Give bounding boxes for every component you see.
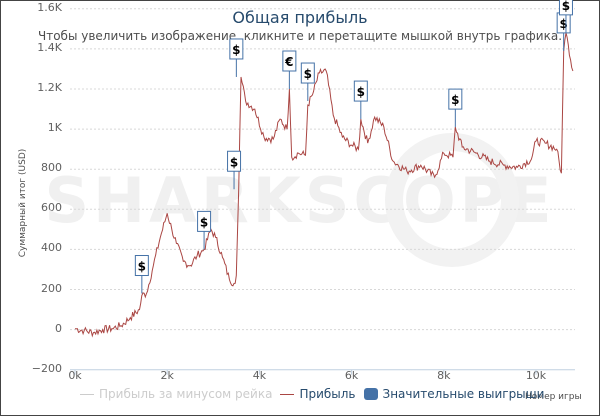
currency-icon: € — [284, 55, 293, 69]
legend: Прибыль за минусом рейка Прибыль Значите… — [80, 387, 552, 401]
legend-line-swatch — [280, 393, 295, 395]
currency-icon: $ — [451, 93, 459, 107]
x-tick-label: 0k — [68, 369, 82, 382]
legend-item-profit[interactable]: Прибыль — [280, 387, 356, 401]
big-win-flag[interactable]: $ — [229, 38, 244, 77]
big-win-flag[interactable]: $ — [353, 80, 368, 120]
legend-item-net-profit[interactable]: Прибыль за минусом рейка — [80, 387, 272, 401]
y-tick-label: 200 — [41, 281, 62, 295]
y-tick-label: 1K — [47, 121, 62, 135]
currency-icon: $ — [304, 67, 312, 81]
x-tick-label: 8k — [437, 369, 451, 382]
currency-icon: $ — [200, 215, 208, 229]
y-tick-label: 0 — [55, 321, 62, 335]
y-tick-label: 600 — [41, 201, 62, 215]
big-win-flag[interactable]: € — [282, 50, 297, 89]
y-tick-label: 1.6K — [37, 0, 62, 14]
y-tick-label: −200 — [31, 361, 62, 375]
y-tick-label: 800 — [41, 161, 62, 175]
x-tick-label: 10k — [525, 369, 547, 382]
legend-item-big-wins[interactable]: Значительные выигрыши — [363, 387, 545, 401]
legend-label: Прибыль — [299, 387, 356, 401]
currency-icon: $ — [562, 0, 570, 13]
x-tick-label: 6k — [344, 369, 359, 382]
profit-series-line[interactable] — [74, 32, 574, 338]
currency-icon: $ — [357, 85, 365, 99]
legend-line-swatch — [80, 393, 94, 395]
x-tick-label: 4k — [252, 369, 267, 382]
big-win-flag[interactable]: $ — [300, 62, 315, 102]
big-win-flag[interactable]: $ — [227, 150, 242, 190]
x-tick-label: 2k — [160, 369, 174, 382]
watermark-scope-icon — [385, 133, 519, 267]
legend-box-swatch — [363, 388, 378, 400]
big-win-flag[interactable]: $ — [134, 255, 149, 294]
y-tick-label: 400 — [41, 241, 62, 255]
watermark: SHARKSCOPE — [45, 164, 556, 237]
y-tick-label: 1.4K — [37, 40, 62, 54]
big-win-flag[interactable]: $ — [197, 210, 212, 250]
currency-icon: $ — [232, 43, 240, 57]
currency-icon: $ — [138, 260, 146, 274]
big-win-flag[interactable]: $ — [558, 0, 573, 33]
currency-icon: $ — [230, 155, 238, 169]
legend-label: Прибыль за минусом рейка — [99, 387, 273, 401]
y-tick-label: 1.2K — [37, 81, 62, 94]
legend-label: Значительные выигрыши — [382, 387, 545, 401]
chart-subtitle: Чтобы увеличить изображение, кликните и … — [37, 29, 563, 43]
x-axis-title: Номер игры — [525, 392, 582, 402]
currency-icon: $ — [559, 17, 567, 31]
big-win-flag[interactable]: $ — [448, 88, 463, 128]
chart-title: Общая прибыль — [232, 8, 368, 27]
